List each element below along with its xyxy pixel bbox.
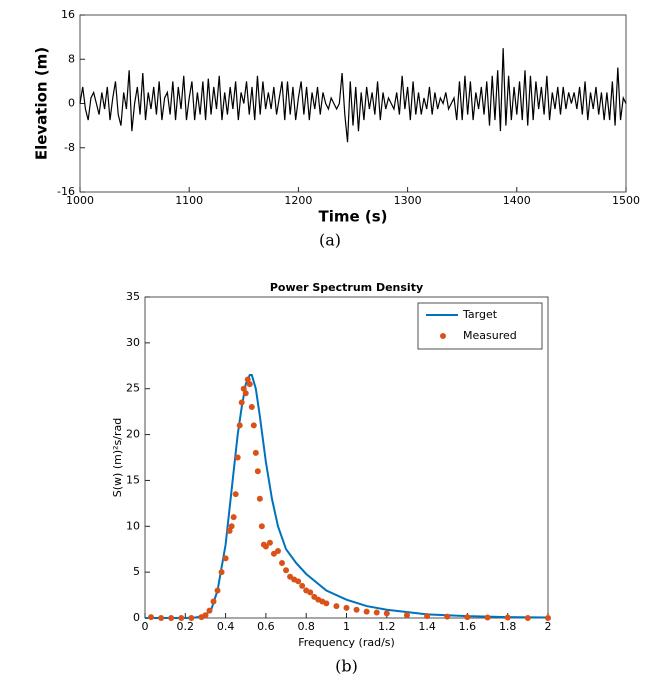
data-point bbox=[238, 399, 245, 406]
data-point bbox=[206, 607, 213, 614]
data-point bbox=[242, 390, 249, 397]
data-point bbox=[202, 612, 209, 619]
y-tick-label: 0 bbox=[133, 611, 140, 624]
data-point bbox=[373, 609, 380, 616]
data-point bbox=[307, 589, 314, 596]
data-point bbox=[545, 615, 551, 621]
x-tick-label: 0.2 bbox=[177, 620, 195, 633]
x-tick-label: 1100 bbox=[175, 194, 203, 207]
data-point bbox=[383, 610, 390, 617]
data-point bbox=[333, 603, 340, 610]
x-axis-label: Time (s) bbox=[318, 208, 387, 226]
x-axis-label: Frequency (rad/s) bbox=[298, 636, 395, 649]
data-point bbox=[403, 612, 410, 619]
data-point bbox=[295, 578, 302, 585]
data-point bbox=[274, 548, 281, 555]
caption: (b) bbox=[335, 657, 358, 676]
data-point bbox=[234, 454, 241, 461]
data-point bbox=[363, 608, 370, 615]
y-tick-label: -16 bbox=[57, 185, 75, 198]
y-tick-label: 8 bbox=[68, 52, 75, 65]
data-point bbox=[464, 614, 471, 621]
chart-title: Power Spectrum Density bbox=[270, 281, 423, 294]
x-tick-label: 0.6 bbox=[257, 620, 275, 633]
data-point bbox=[232, 491, 239, 498]
data-point bbox=[444, 613, 451, 620]
x-tick-label: 1.8 bbox=[499, 620, 517, 633]
data-point bbox=[283, 567, 290, 574]
x-tick-label: 1000 bbox=[66, 194, 94, 207]
data-point bbox=[188, 615, 195, 621]
data-point bbox=[244, 376, 251, 383]
y-tick-label: 30 bbox=[126, 336, 140, 349]
data-point bbox=[524, 615, 531, 621]
data-point bbox=[424, 613, 431, 620]
y-axis-label: Elevation (m) bbox=[33, 47, 51, 160]
legend-label: Measured bbox=[463, 329, 517, 342]
x-tick-label: 1300 bbox=[394, 194, 422, 207]
data-point bbox=[228, 523, 235, 530]
x-tick-label: 1200 bbox=[284, 194, 312, 207]
data-point bbox=[484, 614, 491, 621]
y-tick-label: 5 bbox=[133, 565, 140, 578]
data-point bbox=[254, 468, 261, 475]
x-tick-label: 1 bbox=[343, 620, 350, 633]
data-point bbox=[262, 543, 269, 550]
data-point bbox=[240, 385, 247, 392]
data-point bbox=[258, 523, 265, 530]
data-point bbox=[214, 587, 221, 594]
x-tick-label: 1400 bbox=[503, 194, 531, 207]
data-point bbox=[230, 514, 237, 521]
caption: (a) bbox=[319, 231, 341, 250]
y-tick-label: 15 bbox=[126, 473, 140, 486]
x-tick-label: 1.2 bbox=[378, 620, 396, 633]
y-tick-label: 25 bbox=[126, 382, 140, 395]
x-tick-label: 0.8 bbox=[297, 620, 315, 633]
data-point bbox=[218, 569, 225, 576]
x-tick-label: 0.4 bbox=[217, 620, 235, 633]
data-point bbox=[353, 606, 360, 613]
y-tick-label: -8 bbox=[64, 141, 75, 154]
data-point bbox=[158, 615, 165, 621]
plot-area bbox=[144, 296, 549, 619]
data-point bbox=[343, 604, 350, 611]
y-tick-label: 16 bbox=[61, 8, 75, 21]
data-point bbox=[266, 539, 273, 546]
data-point bbox=[148, 614, 155, 621]
data-point bbox=[226, 527, 233, 534]
data-line bbox=[79, 48, 627, 143]
data-point bbox=[222, 555, 229, 562]
legend-label: Target bbox=[462, 308, 498, 321]
data-point bbox=[178, 615, 185, 621]
x-tick-label: 1.6 bbox=[459, 620, 477, 633]
x-tick-label: 0 bbox=[142, 620, 149, 633]
y-tick-label: 0 bbox=[68, 97, 75, 110]
data-point bbox=[279, 559, 286, 566]
data-point bbox=[210, 598, 217, 605]
y-tick-label: 10 bbox=[126, 519, 140, 532]
data-point bbox=[248, 404, 255, 411]
y-tick-label: 20 bbox=[126, 428, 140, 441]
plot-area bbox=[79, 14, 627, 193]
data-point bbox=[168, 615, 175, 621]
data-point bbox=[252, 449, 259, 456]
data-point bbox=[250, 422, 257, 429]
y-axis-label: S(w) (m)²s/rad bbox=[111, 418, 124, 497]
data-point bbox=[299, 582, 306, 589]
x-tick-label: 1500 bbox=[612, 194, 640, 207]
legend-box bbox=[417, 302, 543, 350]
y-tick-label: 35 bbox=[126, 290, 140, 303]
data-point bbox=[236, 422, 243, 429]
x-tick-label: 2 bbox=[545, 620, 552, 633]
data-point bbox=[504, 614, 511, 621]
data-point bbox=[256, 495, 263, 502]
data-point bbox=[246, 381, 253, 388]
x-tick-label: 1.4 bbox=[418, 620, 436, 633]
legend-swatch bbox=[440, 333, 446, 339]
data-point bbox=[323, 600, 330, 607]
